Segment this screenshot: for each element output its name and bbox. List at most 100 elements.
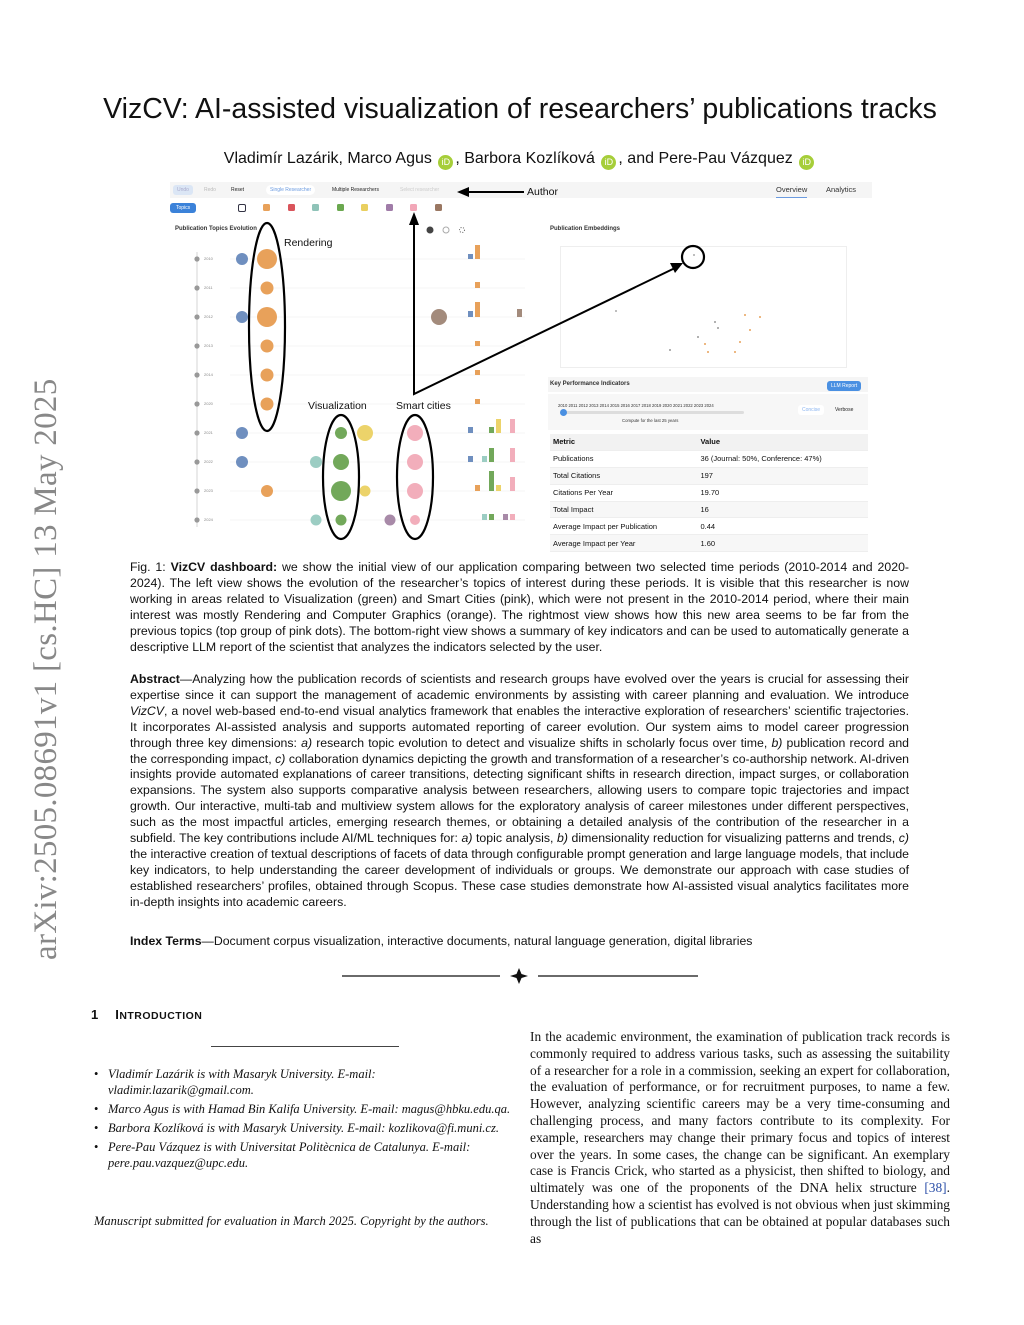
- timeline-node[interactable]: [194, 430, 200, 436]
- topic-bubble[interactable]: [236, 427, 248, 439]
- tab-overview[interactable]: Overview: [776, 185, 808, 198]
- embedding-point[interactable]: [739, 341, 741, 343]
- topic-bubble[interactable]: [236, 311, 248, 323]
- topic-swatch[interactable]: [361, 204, 368, 211]
- topic-bubble[interactable]: [257, 307, 277, 327]
- embedding-point[interactable]: [749, 329, 751, 331]
- undo-button[interactable]: Undo: [173, 185, 193, 195]
- topic-bubble[interactable]: [236, 253, 248, 265]
- orcid-icon[interactable]: iD: [799, 155, 815, 170]
- topics-button[interactable]: Topics: [170, 203, 197, 213]
- topic-bar[interactable]: [482, 456, 487, 462]
- topic-bubble[interactable]: [410, 515, 420, 525]
- all-topics-toggle[interactable]: [238, 204, 246, 212]
- citation-link[interactable]: [38]: [924, 1180, 947, 1196]
- topic-bubble[interactable]: [384, 514, 396, 526]
- topic-bubble[interactable]: [359, 485, 371, 497]
- reset-button[interactable]: Reset: [231, 187, 245, 193]
- embedding-point[interactable]: [734, 351, 736, 353]
- topic-bubble[interactable]: [260, 397, 274, 411]
- topic-bar[interactable]: [489, 471, 494, 491]
- topic-bubble[interactable]: [310, 456, 322, 468]
- slider-handle[interactable]: [560, 409, 567, 416]
- multiple-researchers-tab[interactable]: Multiple Researchers: [332, 187, 379, 193]
- llm-report-button[interactable]: LLM Report: [827, 381, 862, 391]
- topic-bar[interactable]: [475, 399, 480, 404]
- topic-bubble[interactable]: [260, 339, 274, 353]
- topic-swatch[interactable]: [312, 204, 319, 211]
- topic-bar[interactable]: [475, 282, 480, 288]
- topic-bubble[interactable]: [236, 456, 248, 468]
- topic-bar[interactable]: [496, 485, 501, 491]
- ring-mode-icon[interactable]: [442, 226, 450, 234]
- topic-swatch[interactable]: [410, 204, 417, 211]
- topic-bar[interactable]: [517, 309, 522, 317]
- topic-bubble[interactable]: [257, 249, 277, 269]
- timeline-node[interactable]: [194, 517, 200, 523]
- topic-swatch[interactable]: [287, 204, 295, 211]
- topic-bar[interactable]: [475, 370, 480, 375]
- topic-swatch[interactable]: [263, 204, 270, 211]
- timeline-node[interactable]: [194, 488, 200, 494]
- verbose-toggle[interactable]: Verbose: [835, 407, 854, 413]
- topic-bar[interactable]: [468, 311, 473, 317]
- topic-bar[interactable]: [468, 456, 473, 462]
- topic-bar[interactable]: [475, 485, 480, 491]
- topic-bubble[interactable]: [335, 427, 347, 439]
- author-select[interactable]: Select researcher: [400, 187, 440, 193]
- topic-bubble[interactable]: [407, 425, 423, 441]
- embeddings-plot[interactable]: [560, 246, 847, 368]
- embedding-point[interactable]: [693, 254, 695, 256]
- timeline-node[interactable]: [194, 285, 200, 291]
- topic-bar[interactable]: [468, 254, 473, 259]
- topic-bar[interactable]: [489, 427, 494, 433]
- topic-bubble[interactable]: [310, 514, 322, 526]
- topic-bar[interactable]: [475, 302, 480, 317]
- topics-evolution-plot[interactable]: [170, 182, 872, 546]
- topic-bubble[interactable]: [260, 281, 274, 295]
- filled-circle-mode-icon[interactable]: [426, 226, 434, 234]
- timeline-node[interactable]: [194, 314, 200, 320]
- topic-swatch[interactable]: [336, 204, 344, 211]
- topic-bar[interactable]: [468, 427, 473, 433]
- topic-bar[interactable]: [482, 514, 487, 520]
- topic-bar[interactable]: [489, 448, 494, 462]
- timeline-node[interactable]: [194, 343, 200, 349]
- timeline-node[interactable]: [194, 401, 200, 407]
- topic-bubble[interactable]: [431, 309, 447, 325]
- redo-button[interactable]: Redo: [204, 187, 216, 193]
- topic-bar[interactable]: [510, 448, 515, 462]
- timeline-node[interactable]: [194, 256, 200, 262]
- embedding-point[interactable]: [717, 327, 719, 329]
- topic-bar[interactable]: [503, 514, 508, 520]
- timeline-node[interactable]: [194, 459, 200, 465]
- topic-bar[interactable]: [510, 419, 515, 433]
- tab-analytics[interactable]: Analytics: [826, 185, 857, 194]
- topic-swatch[interactable]: [385, 204, 393, 211]
- timeline-node[interactable]: [194, 372, 200, 378]
- topic-bubble[interactable]: [335, 514, 347, 526]
- topic-bar[interactable]: [496, 419, 501, 433]
- topic-swatch[interactable]: [434, 204, 442, 211]
- orcid-icon[interactable]: iD: [601, 155, 617, 170]
- single-researcher-tab[interactable]: Single Researcher: [266, 185, 316, 195]
- embedding-point[interactable]: [759, 316, 761, 318]
- embedding-point[interactable]: [707, 351, 709, 353]
- topic-bubble[interactable]: [261, 485, 273, 497]
- scatter-mode-icon[interactable]: [459, 227, 465, 233]
- topic-bar[interactable]: [475, 245, 480, 259]
- topic-bubble[interactable]: [260, 368, 274, 382]
- embedding-point[interactable]: [744, 314, 746, 316]
- topic-bubble[interactable]: [333, 454, 349, 470]
- embedding-point[interactable]: [669, 349, 671, 351]
- topic-bubble[interactable]: [357, 425, 373, 441]
- embedding-point[interactable]: [697, 336, 699, 338]
- topic-bar[interactable]: [510, 477, 515, 491]
- topic-bar[interactable]: [510, 514, 515, 520]
- topic-bubble[interactable]: [407, 483, 423, 499]
- embedding-point[interactable]: [704, 343, 706, 345]
- concise-toggle[interactable]: Concise: [798, 405, 825, 415]
- year-slider[interactable]: [562, 411, 744, 414]
- topic-bar[interactable]: [475, 341, 480, 346]
- orcid-icon[interactable]: iD: [438, 155, 454, 170]
